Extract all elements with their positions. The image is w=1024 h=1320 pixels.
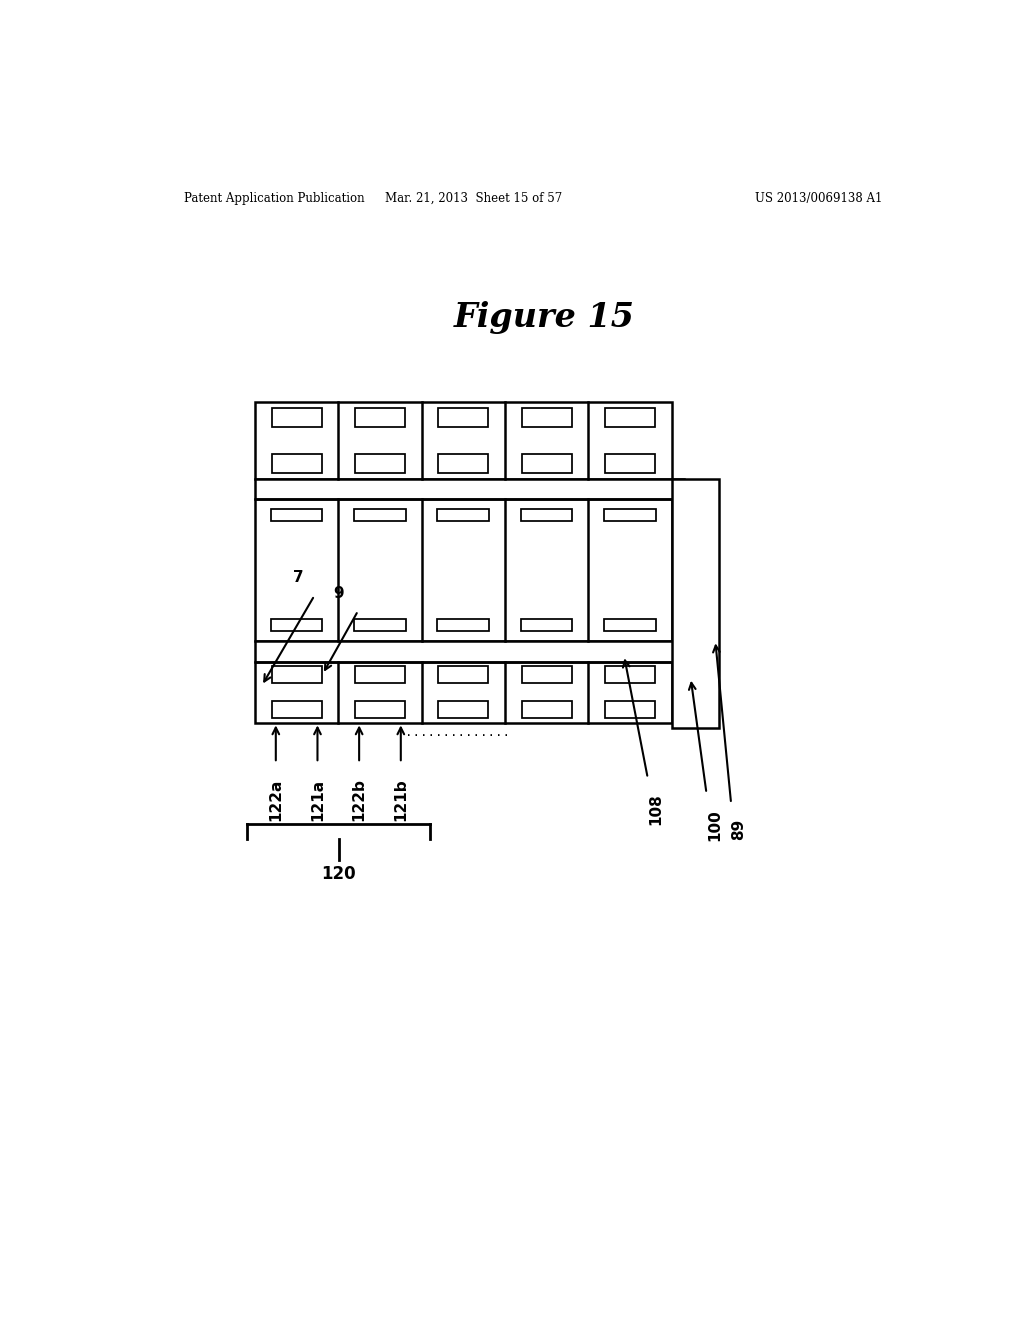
Text: 7: 7 xyxy=(293,570,304,585)
Bar xyxy=(605,408,655,426)
Text: 121a: 121a xyxy=(310,779,325,821)
Bar xyxy=(672,479,719,727)
Bar xyxy=(255,499,672,642)
Bar xyxy=(270,508,323,521)
Bar xyxy=(605,701,655,718)
Bar xyxy=(355,454,404,474)
Text: ..............: .............. xyxy=(404,726,510,739)
Bar xyxy=(355,408,404,426)
Bar xyxy=(355,665,404,682)
Bar xyxy=(354,619,406,631)
Text: 122a: 122a xyxy=(268,779,284,821)
Text: 108: 108 xyxy=(648,793,664,825)
Bar xyxy=(437,619,489,631)
Bar xyxy=(354,508,406,521)
Text: Mar. 21, 2013  Sheet 15 of 57: Mar. 21, 2013 Sheet 15 of 57 xyxy=(385,191,562,205)
Bar xyxy=(437,508,489,521)
Bar xyxy=(604,619,655,631)
Bar xyxy=(271,665,322,682)
Bar xyxy=(270,619,323,631)
Bar xyxy=(438,701,488,718)
Text: US 2013/0069138 A1: US 2013/0069138 A1 xyxy=(755,191,882,205)
Bar xyxy=(605,665,655,682)
Bar xyxy=(521,408,571,426)
Bar xyxy=(521,619,572,631)
Text: 89: 89 xyxy=(731,818,746,841)
Bar xyxy=(521,508,572,521)
Bar xyxy=(271,701,322,718)
Bar xyxy=(271,454,322,474)
Text: 122b: 122b xyxy=(351,779,367,821)
Bar xyxy=(255,642,684,661)
Text: Figure 15: Figure 15 xyxy=(454,301,635,334)
Bar xyxy=(521,665,571,682)
Bar xyxy=(604,508,655,521)
Text: 100: 100 xyxy=(707,809,722,841)
Bar xyxy=(438,665,488,682)
Bar xyxy=(438,408,488,426)
Bar xyxy=(255,403,672,479)
Text: 120: 120 xyxy=(322,865,355,883)
Bar xyxy=(255,661,672,722)
Bar xyxy=(521,701,571,718)
Bar xyxy=(605,454,655,474)
Text: Patent Application Publication: Patent Application Publication xyxy=(183,191,365,205)
Bar xyxy=(355,701,404,718)
Text: 121b: 121b xyxy=(393,779,409,821)
Bar xyxy=(438,454,488,474)
Bar xyxy=(255,479,684,499)
Bar xyxy=(271,408,322,426)
Bar xyxy=(521,454,571,474)
Text: 9: 9 xyxy=(333,586,344,601)
